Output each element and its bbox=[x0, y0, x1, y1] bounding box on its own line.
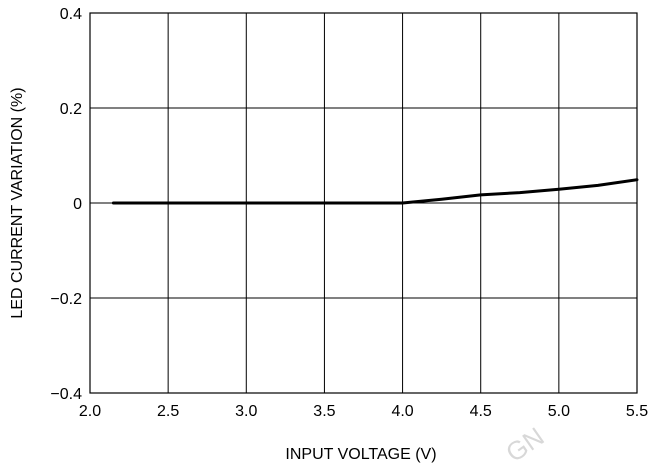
y-axis-label: LED CURRENT VARIATION (%) bbox=[9, 87, 26, 318]
y-tick-label: 0.2 bbox=[60, 101, 82, 118]
y-tick-labels: 0.4 0.2 0 −0.2 −0.4 bbox=[50, 6, 82, 403]
plot-frame bbox=[89, 12, 638, 394]
series-line bbox=[111, 178, 639, 205]
x-tick-label: 5.5 bbox=[626, 403, 648, 420]
x-tick-label: 5.0 bbox=[548, 403, 570, 420]
y-tick-label: 0 bbox=[73, 196, 82, 213]
series-group bbox=[111, 178, 639, 205]
y-tick-label: −0.2 bbox=[50, 291, 82, 308]
x-axis-label: INPUT VOLTAGE (V) bbox=[285, 446, 436, 463]
y-tick-label: −0.4 bbox=[50, 386, 82, 403]
x-tick-label: 4.5 bbox=[470, 403, 492, 420]
x-tick-label: 3.5 bbox=[313, 403, 335, 420]
x-tick-label: 4.0 bbox=[391, 403, 413, 420]
x-tick-label: 2.0 bbox=[79, 403, 101, 420]
watermark: GN bbox=[500, 421, 549, 468]
y-tick-label: 0.4 bbox=[60, 6, 82, 23]
x-tick-labels: 2.0 2.5 3.0 3.5 4.0 4.5 5.0 5.5 bbox=[79, 403, 648, 420]
watermark-text: GN bbox=[500, 421, 549, 467]
x-tick-label: 3.0 bbox=[235, 403, 257, 420]
x-tick-label: 2.5 bbox=[157, 403, 179, 420]
